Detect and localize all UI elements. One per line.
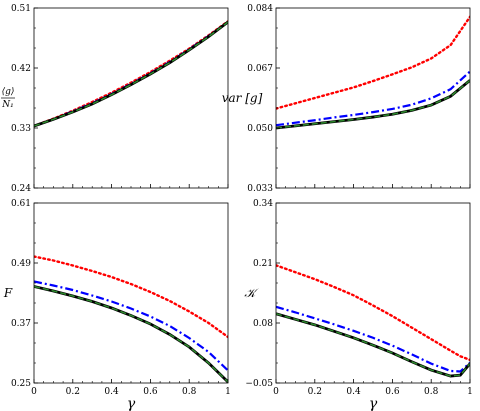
series-line-1 [34, 255, 228, 339]
subplot-1: 0.24 0.33 0.42 0.51 ⟨g⟩ N₁ [1, 4, 229, 194]
y-axis-label-denominator: N₁ [1, 100, 13, 110]
axes-frame [275, 202, 471, 384]
subplot-4: −0.05 0.08 0.21 0.34 0 0.2 0.4 0.6 0.8 1 γ 𝒦 [244, 199, 472, 411]
y-tick-label: 0.61 [11, 199, 31, 209]
y-tick-label: 0.33 [11, 124, 31, 134]
y-tick-label: 0.42 [11, 64, 31, 74]
y-tick-label: 0.084 [247, 4, 273, 14]
y-axis-label: F [3, 286, 13, 300]
x-tick-label: 0.2 [66, 387, 80, 397]
series-line-3 [34, 285, 228, 383]
y-tick-label: 0.050 [247, 124, 273, 134]
x-tick-label: 0.6 [385, 387, 400, 397]
y-tick-label: 0.25 [11, 379, 31, 389]
series-line-3 [34, 20, 228, 128]
series-line-2 [276, 70, 470, 127]
subplot-2: 0.033 0.050 0.067 0.084 var [g] [222, 4, 471, 194]
series-line-4 [34, 285, 228, 383]
x-tick-label: 0.4 [104, 387, 119, 397]
y-tick-label: 0.49 [11, 259, 31, 269]
y-axis-label: var [g] [222, 91, 263, 105]
series-group [276, 264, 470, 378]
series-line-1 [276, 264, 470, 362]
series-group [34, 20, 228, 128]
series-line-4 [34, 21, 228, 127]
subplot-3: 0.25 0.37 0.49 0.61 0 0.2 0.4 0.6 0.8 1 γ F [3, 199, 231, 411]
x-tick-label: 1 [225, 387, 231, 397]
y-tick-label: 0.08 [253, 319, 273, 329]
series-line-2 [34, 280, 228, 372]
series-line-3 [276, 79, 470, 130]
y-tick-label: −0.05 [245, 379, 273, 389]
y-tick-label: 0.37 [11, 319, 31, 329]
y-tick-label: 0.033 [247, 184, 273, 194]
series-group [276, 15, 470, 130]
series-line-1 [276, 15, 470, 110]
y-tick-label: 0.34 [253, 199, 273, 209]
x-tick-label: 0.6 [143, 387, 158, 397]
x-tick-label: 0.4 [346, 387, 361, 397]
axes-frame [275, 7, 471, 189]
series-line-4 [276, 313, 470, 377]
x-tick-label: 0.2 [308, 387, 322, 397]
y-tick-label: 0.21 [253, 259, 273, 269]
x-tick-label: 0 [273, 387, 279, 397]
x-tick-label: 0.8 [182, 387, 197, 397]
y-tick-label: 0.067 [247, 64, 273, 74]
x-axis-label: γ [369, 396, 378, 411]
x-tick-label: 1 [467, 387, 473, 397]
series-line-2 [276, 305, 470, 373]
series-group [34, 255, 228, 383]
y-axis-label: 𝒦 [244, 286, 259, 300]
x-tick-label: 0 [31, 387, 37, 397]
x-tick-label: 0.8 [424, 387, 439, 397]
x-axis-label: γ [127, 396, 136, 411]
series-line-4 [276, 79, 470, 129]
y-tick-label: 0.24 [11, 184, 31, 194]
series-line-2 [34, 21, 228, 128]
series-line-1 [34, 20, 228, 128]
axes-frame [33, 7, 229, 189]
y-tick-label: 0.51 [11, 4, 31, 14]
y-axis-label-numerator: ⟨g⟩ [2, 87, 15, 97]
